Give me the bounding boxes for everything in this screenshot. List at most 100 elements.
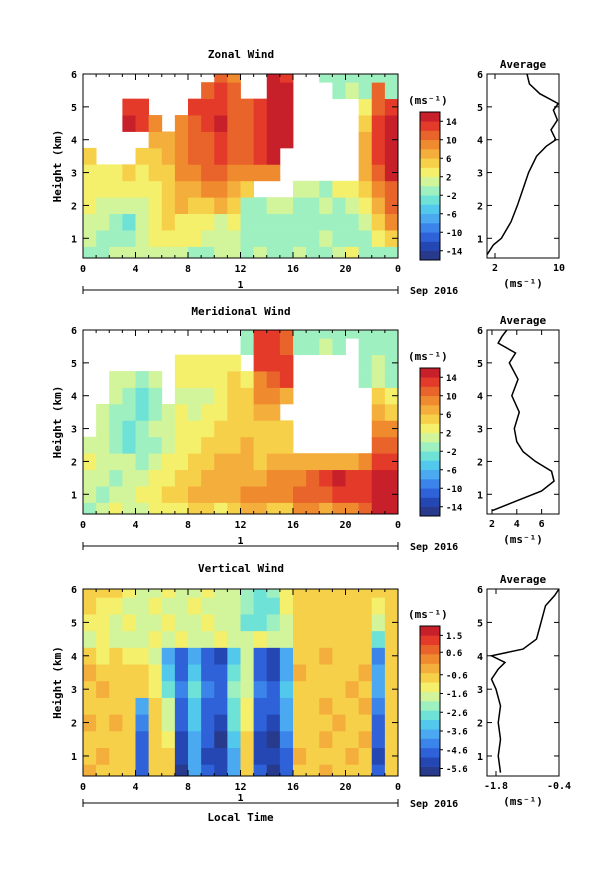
heatmap-cell [240,680,255,698]
heatmap-cell [293,630,307,648]
heatmap-cell [345,647,360,665]
heatmap-cell [293,338,307,356]
heatmap-cell [345,197,360,215]
heatmap-cell [161,697,176,715]
heatmap-cell [227,98,241,116]
average-y-tick-label: 2 [477,719,483,730]
heatmap-cell [371,453,386,471]
colorbar-tick-label: 14 [446,374,457,384]
heatmap-cell [279,213,294,231]
average-x-axis-label: (ms⁻¹) [503,533,543,546]
heatmap-cell [358,98,373,116]
heatmap-cell [174,147,189,165]
heatmap-cell [122,647,136,665]
heatmap-cell [188,453,202,471]
heatmap-cell [148,697,163,715]
heatmap-cell [253,502,268,515]
heatmap-cell [319,180,333,198]
heatmap-cell [319,764,333,777]
heatmap-cell [227,730,241,749]
colorbar-swatch [420,414,440,424]
heatmap-cell [83,714,97,732]
heatmap-cell [253,147,268,165]
average-y-tick-label: 6 [477,70,483,81]
average-profile-line [486,73,560,256]
heatmap-cell [83,436,97,454]
y-tick-label: 3 [71,169,77,180]
heatmap-cell [266,697,281,715]
heatmap-cell [214,115,228,132]
heatmap-cell [384,764,399,777]
x-tick-label: 20 [339,782,351,793]
heatmap-cell [266,387,281,405]
heatmap-cell [371,338,386,356]
x-tick-label: 4 [132,520,138,531]
heatmap-cell [358,453,373,471]
average-y-tick-label: 5 [477,103,483,114]
heatmap-cell [253,403,268,421]
heatmap-cell [161,147,176,165]
heatmap-cell [266,630,281,648]
heatmap-cell [253,420,268,438]
heatmap-cell [253,589,268,598]
y-tick-label: 6 [71,326,77,337]
heatmap-cell [161,403,176,421]
heatmap-cell [214,597,228,615]
heatmap-cell [319,502,333,515]
heatmap-cell [96,502,110,515]
heatmap-cell [306,589,320,598]
heatmap-cell [266,486,281,503]
heatmap-cell [188,680,202,698]
day-label: 1 [237,280,243,291]
heatmap-cell [214,213,228,231]
heatmap-cell [135,730,150,749]
heatmap-cell [371,680,386,698]
heatmap-cell [135,115,150,132]
colorbar-swatch [420,195,440,205]
heatmap-cell [83,180,97,198]
heatmap-cell [96,403,110,421]
y-tick-label: 5 [71,103,77,114]
heatmap-cell [174,131,189,149]
heatmap-cell [358,131,373,149]
heatmap-cell [188,764,202,777]
heatmap-cell [174,614,189,632]
heatmap-cell [174,197,189,215]
heatmap-cell [96,420,110,438]
heatmap-cell [214,180,228,198]
y-tick-label: 1 [71,752,77,763]
heatmap-cell [83,469,97,487]
heatmap-cell [279,131,294,149]
heatmap-cell [240,330,255,339]
heatmap-cell [96,589,110,598]
x-tick-label: 12 [234,264,246,275]
heatmap-cell [161,213,176,231]
heatmap-cell [358,764,373,777]
heatmap-cell [188,436,202,454]
heatmap-cell [306,453,320,471]
colorbar-swatch [420,241,440,252]
heatmap-cell [135,747,150,765]
date-label: Sep 2016 [410,286,458,297]
heatmap-cell [266,147,281,165]
heatmap-cell [384,230,399,247]
heatmap-cell [109,597,123,615]
average-frame [486,73,560,259]
colorbar-tick-label: -10 [446,485,462,495]
heatmap-cell [122,714,136,732]
heatmap-cell [227,74,241,83]
heatmap-cell [148,213,163,231]
average-title: Average [500,573,547,586]
heatmap-cell [109,486,123,503]
heatmap-cell [174,436,189,454]
heatmap-cell [266,647,281,665]
panel-title: Vertical Wind [198,562,284,575]
colorbar-swatch [420,747,440,758]
heatmap-cell [371,115,386,132]
heatmap-cell [371,486,386,503]
heatmap-cell [279,664,294,682]
heatmap-cell [266,213,281,231]
heatmap-cell [122,614,136,632]
heatmap-cell [174,164,189,182]
heatmap-cell [201,387,215,405]
